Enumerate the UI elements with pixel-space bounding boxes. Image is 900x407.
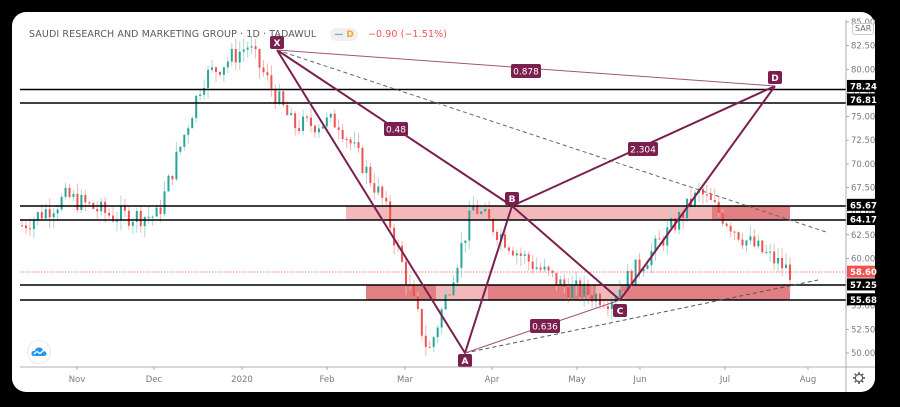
ratio-xd: 0.878: [511, 64, 541, 78]
pattern-point-labels: X A B C D: [270, 36, 782, 367]
price-tick: 50.00: [851, 349, 875, 359]
time-tick: Nov: [69, 375, 86, 385]
gear-icon[interactable]: [852, 370, 866, 384]
svg-text:0.636: 0.636: [532, 323, 558, 333]
point-b-label: B: [505, 192, 519, 205]
market-status-badge[interactable]: — D: [330, 28, 358, 41]
svg-text:A: A: [462, 357, 469, 367]
time-scale[interactable]: Nov Dec 2020 Feb Mar Apr May Jun Jul Aug: [69, 367, 817, 385]
point-a-label: A: [458, 354, 472, 367]
horizontal-levels: [20, 88, 846, 301]
resistance-zone-dark: [712, 206, 790, 220]
price-tick: 70.00: [851, 160, 875, 170]
price-tick: 65.00: [851, 207, 875, 217]
time-tick: Mar: [397, 375, 414, 385]
price-level-label: 57.25: [850, 281, 877, 291]
time-tick: Jun: [632, 375, 646, 385]
upper-dashed-trendline: [276, 49, 827, 233]
price-level-labels: 78.24 76.81 65.67 64.17 58.60 57.25 55.68: [847, 79, 877, 306]
price-level-label: 58.60: [850, 268, 877, 278]
price-tick: 52.50: [851, 325, 875, 335]
price-tick: 60.00: [851, 254, 875, 264]
point-d-label: D: [768, 71, 782, 84]
point-c-label: C: [613, 304, 627, 317]
time-tick: Jul: [719, 375, 730, 385]
tradingview-cloud-icon[interactable]: [27, 340, 51, 364]
candlestick-series: [21, 35, 791, 357]
support-zone-light-2: [596, 285, 620, 300]
chart-header: SAUDI RESEARCH AND MARKETING GROUP · 1D …: [29, 28, 447, 41]
price-level-label: 78.24: [850, 82, 877, 92]
price-tick: 62.50: [851, 231, 875, 241]
time-tick: Apr: [485, 375, 500, 385]
price-tick: 80.00: [851, 65, 875, 75]
price-change: −0.90 (−1.51%): [367, 29, 448, 40]
ratio-b: 0.48: [384, 122, 408, 136]
price-tick: 75.00: [851, 113, 875, 123]
svg-text:0.48: 0.48: [386, 126, 406, 136]
time-tick: Feb: [319, 375, 334, 385]
ratio-bd: 2.304: [628, 142, 658, 156]
svg-text:B: B: [509, 195, 516, 205]
time-tick: May: [568, 375, 586, 385]
price-tick: 72.50: [851, 136, 875, 146]
status-dash: —: [334, 29, 344, 40]
svg-text:D: D: [771, 74, 778, 84]
price-pane[interactable]: [20, 20, 846, 367]
delayed-badge: D: [346, 29, 354, 40]
ratio-ac: 0.636: [530, 319, 560, 333]
currency-label[interactable]: SAR: [852, 23, 875, 35]
time-tick: Dec: [146, 375, 163, 385]
price-level-label: 64.17: [850, 215, 877, 225]
svg-text:0.878: 0.878: [513, 68, 539, 78]
point-x-label: X: [270, 36, 284, 49]
price-level-label: 65.67: [850, 201, 877, 211]
price-tick: 55.00: [851, 302, 875, 312]
svg-text:C: C: [617, 307, 624, 317]
support-zone-light: [436, 285, 488, 300]
price-scale-ticks: 85.0082.5080.0077.5075.0072.5070.0067.50…: [846, 18, 875, 359]
price-tick: 67.50: [851, 183, 875, 193]
svg-text:2.304: 2.304: [630, 146, 656, 156]
price-level-label: 55.68: [850, 296, 877, 306]
time-tick: Aug: [800, 375, 817, 385]
time-tick: 2020: [231, 375, 253, 385]
ratio-labels: 0.878 0.48 2.304 0.636: [384, 64, 658, 333]
price-level-label: 76.81: [850, 96, 877, 106]
price-tick: 82.50: [851, 42, 875, 52]
price-scale[interactable]: [846, 20, 875, 367]
svg-text:X: X: [274, 39, 281, 49]
symbol-title: SAUDI RESEARCH AND MARKETING GROUP · 1D …: [29, 29, 317, 40]
